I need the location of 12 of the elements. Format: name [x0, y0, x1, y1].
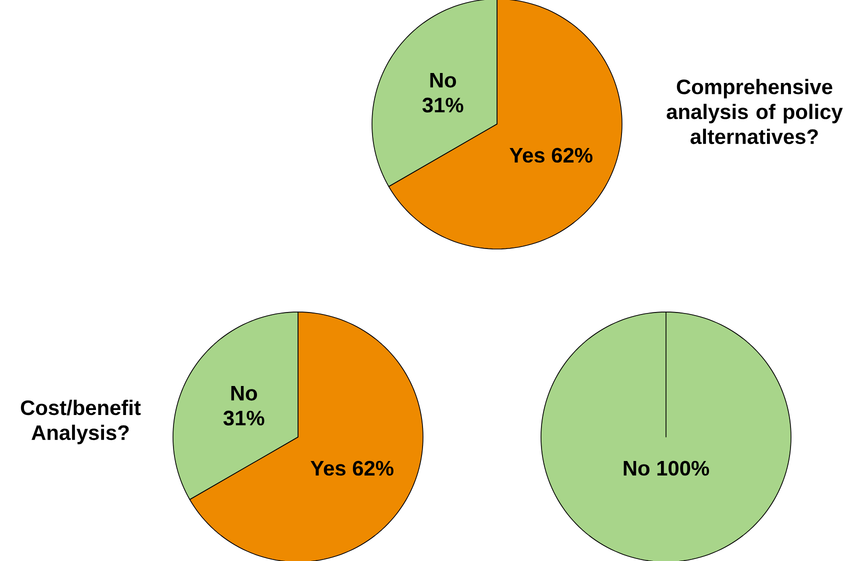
slice-label: No	[430, 72, 456, 88]
text: Comprehensive analysis of policy alternatives?	[666, 78, 843, 144]
data-label: 62%	[552, 148, 592, 163]
slice-label: No	[624, 461, 650, 476]
slice-label: Yes	[310, 461, 346, 476]
text: Cost/benefit Analysis?	[20, 400, 141, 444]
data-label: 31%	[422, 98, 464, 113]
data-label: 100%	[657, 460, 710, 476]
slice-label: Yes	[510, 148, 544, 163]
data-label: 31%	[223, 410, 264, 426]
data-label: 62%	[352, 460, 394, 476]
slice-label: No	[231, 386, 258, 401]
